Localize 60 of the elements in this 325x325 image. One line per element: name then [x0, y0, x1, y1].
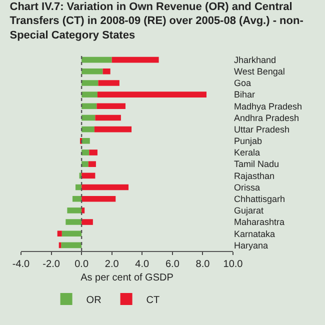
bar: [96, 103, 126, 110]
bar: [67, 208, 82, 214]
bar: [61, 242, 82, 248]
y-tick-label: Haryana: [234, 240, 268, 250]
x-tick-label: 6.0: [165, 259, 180, 270]
bar: [82, 172, 96, 179]
bar: [112, 56, 159, 63]
bar: [82, 126, 94, 132]
x-tick-label: 2.0: [104, 259, 120, 270]
x-tick-label: 0.0: [74, 259, 89, 270]
y-tick-label: Gujarat: [234, 206, 264, 216]
legend-label: CT: [146, 294, 160, 306]
bar: [72, 196, 82, 202]
x-tick-label: 10.0: [223, 259, 244, 270]
bar: [66, 219, 82, 225]
y-tick-label: Andhra Pradesh: [234, 112, 300, 123]
y-tick-label: Tamil Nadu: [234, 159, 280, 170]
bar: [94, 126, 132, 132]
bar: [82, 92, 98, 98]
bar: [82, 208, 85, 214]
bar: [98, 80, 120, 86]
x-tick-label: 8.0: [196, 259, 210, 270]
bar: [82, 114, 96, 121]
bar: [82, 196, 116, 202]
legend-label: OR: [86, 294, 102, 306]
x-axis-title: As per cent of GSDP: [80, 272, 174, 284]
bar: [82, 138, 90, 144]
bar: [82, 56, 112, 63]
bar: [82, 184, 129, 190]
bar: [82, 161, 88, 167]
bar: [57, 230, 62, 237]
bar: [102, 68, 110, 74]
y-tick-label: Punjab: [234, 136, 262, 146]
bar: [95, 114, 121, 121]
y-tick-label: Bihar: [234, 90, 256, 100]
y-tick-label: Rajasthan: [234, 170, 275, 181]
y-tick-label: West Bengal: [234, 66, 285, 77]
y-tick-label: Kerala: [234, 148, 260, 158]
bar: [89, 150, 98, 156]
y-tick-label: Jharkhand: [234, 54, 276, 65]
bar: [82, 68, 103, 74]
bar: [82, 219, 93, 225]
y-tick-label: Uttar Pradesh: [234, 124, 290, 134]
bar: [62, 230, 82, 237]
y-tick-label: Orissa: [234, 182, 260, 192]
y-tick-label: Goa: [234, 78, 252, 88]
chart-title: Chart IV.7: Variation in Own Revenue (OR) and Central Transfers (CT) in 2008-09 (RE) over 2005-08 (Avg.) - non-Special Category States: [10, 0, 304, 42]
y-tick-label: Chhattisgarh: [234, 194, 286, 204]
y-tick-label: Madhya Pradesh: [234, 101, 302, 112]
bar: [82, 150, 90, 156]
y-tick-label: Karnataka: [234, 228, 276, 239]
x-tick-label: -2.0: [42, 259, 60, 270]
bar: [82, 80, 98, 86]
bar: [76, 184, 82, 190]
x-tick-label: 4.0: [135, 259, 150, 270]
bar: [88, 161, 96, 167]
bar: [97, 92, 206, 98]
x-tick-label: -4.0: [12, 259, 30, 270]
bar: [82, 103, 97, 110]
y-tick-label: Maharashtra: [234, 217, 285, 228]
